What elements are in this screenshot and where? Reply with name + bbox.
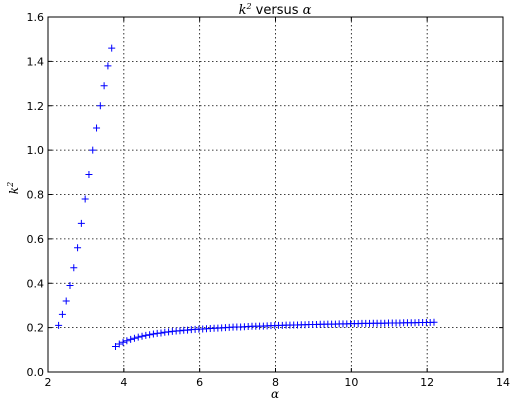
y-tick-label: 1.6: [27, 11, 45, 24]
y-tick-label: 0.6: [27, 233, 45, 246]
data-point: [66, 281, 74, 289]
data-point: [138, 332, 146, 340]
data-point: [119, 338, 127, 346]
data-point: [146, 331, 154, 339]
data-point: [81, 195, 89, 203]
grid: [48, 17, 503, 372]
chart-title: k2 versus α: [239, 2, 312, 18]
y-axis-label: k2: [6, 182, 21, 194]
data-point: [96, 102, 104, 110]
y-tick-label: 0.0: [27, 366, 45, 379]
data-point: [108, 44, 116, 52]
x-tick-label: 12: [420, 376, 434, 389]
x-tick-label: 2: [45, 376, 52, 389]
y-tick-label: 1.4: [27, 55, 45, 68]
data-point: [93, 124, 101, 132]
data-point: [62, 297, 70, 305]
data-point: [77, 219, 85, 227]
y-tick-label: 0.4: [27, 277, 45, 290]
y-tick-label: 0.8: [27, 189, 45, 202]
data-point: [70, 264, 78, 272]
y-tick-label: 1.2: [27, 100, 45, 113]
data-point: [142, 331, 150, 339]
x-tick-label: 10: [344, 376, 358, 389]
data-point: [430, 318, 438, 326]
data-point: [55, 321, 63, 329]
data-point: [100, 82, 108, 90]
x-tick-label: 4: [120, 376, 127, 389]
x-axis-label: α: [271, 387, 279, 401]
data-point: [58, 310, 66, 318]
data-point: [149, 330, 157, 338]
data-point: [85, 171, 93, 179]
x-tick-label: 6: [196, 376, 203, 389]
data-point: [104, 62, 112, 70]
x-tick-label: 14: [496, 376, 510, 389]
data-point: [134, 333, 142, 341]
data-point: [157, 329, 165, 337]
data-points: [55, 44, 438, 350]
x-tick-label: 8: [272, 376, 279, 389]
data-point: [123, 337, 131, 345]
data-point: [74, 244, 82, 252]
axis-ticks: 2 4 6 8 10 12 14 0.0 0.2 0.4 0.6 0.8 1.0 1.2 1.4 1.6: [27, 11, 511, 389]
data-point: [115, 340, 123, 348]
data-point: [130, 334, 138, 342]
y-tick-label: 0.2: [27, 322, 45, 335]
data-point: [89, 146, 97, 154]
data-point: [127, 335, 135, 343]
y-tick-label: 1.0: [27, 144, 45, 157]
data-point: [111, 342, 119, 350]
